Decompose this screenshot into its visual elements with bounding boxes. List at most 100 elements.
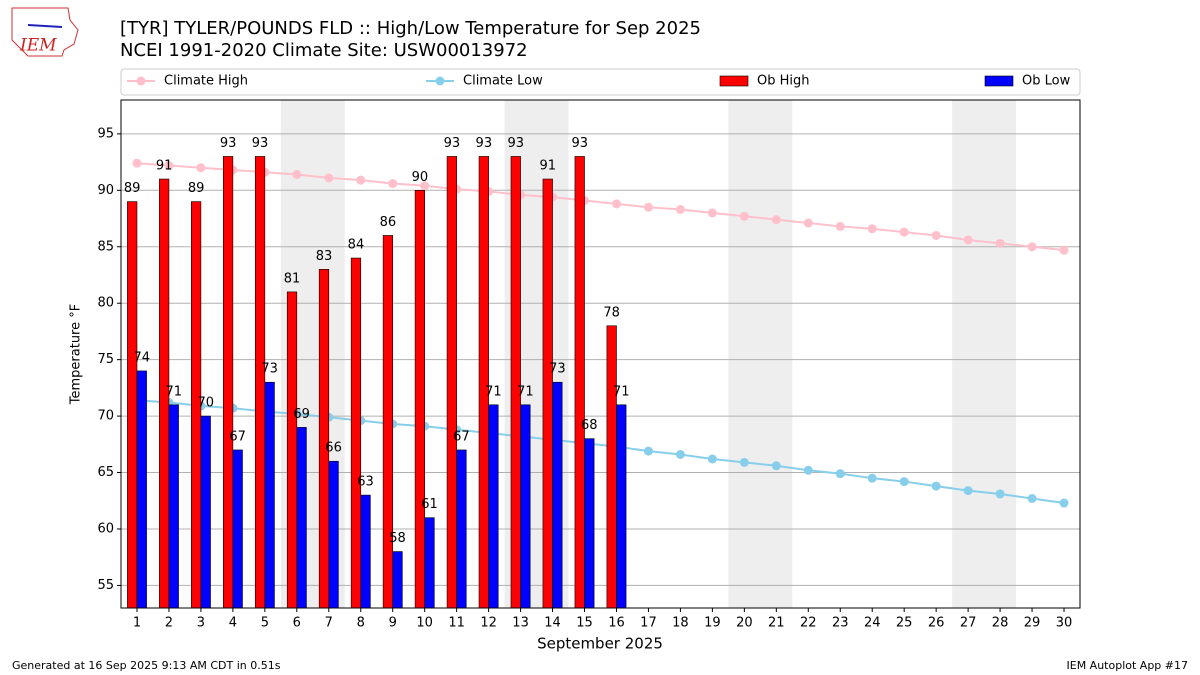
x-tick-label: 20 bbox=[736, 616, 753, 631]
data-label: 91 bbox=[539, 159, 556, 174]
bar bbox=[510, 156, 521, 609]
line bbox=[136, 162, 1065, 252]
bar bbox=[264, 381, 275, 609]
legend-marker bbox=[136, 76, 146, 86]
y-axis-label: Temperature °F bbox=[69, 304, 84, 405]
bar bbox=[127, 201, 138, 609]
point bbox=[963, 486, 973, 496]
data-label: 67 bbox=[453, 429, 470, 444]
data-label: 90 bbox=[412, 170, 429, 185]
point bbox=[420, 181, 430, 191]
x-tick-label: 17 bbox=[640, 616, 657, 631]
bar bbox=[488, 404, 499, 609]
bar bbox=[296, 427, 307, 609]
bar bbox=[616, 404, 627, 609]
point bbox=[739, 457, 749, 467]
bar bbox=[424, 517, 435, 609]
x-tick-label: 19 bbox=[704, 616, 721, 631]
bar bbox=[446, 156, 457, 609]
data-label: 70 bbox=[197, 396, 214, 411]
bar bbox=[168, 404, 179, 609]
bar bbox=[542, 178, 553, 609]
point bbox=[835, 469, 845, 479]
data-label: 93 bbox=[252, 136, 269, 151]
y-tick-label: 90 bbox=[97, 183, 114, 198]
point bbox=[675, 205, 685, 215]
point bbox=[1027, 242, 1037, 252]
bar bbox=[520, 404, 531, 609]
point bbox=[931, 481, 941, 491]
legend-label: Climate Low bbox=[463, 74, 543, 89]
point bbox=[963, 235, 973, 245]
data-label: 73 bbox=[549, 362, 566, 377]
x-tick-label: 30 bbox=[1056, 616, 1073, 631]
point bbox=[643, 202, 653, 212]
legend-label: Ob Low bbox=[1022, 74, 1071, 89]
footer-left: Generated at 16 Sep 2025 9:13 AM CDT in … bbox=[12, 659, 281, 672]
legend-label: Ob High bbox=[757, 74, 810, 89]
point bbox=[707, 454, 717, 464]
point bbox=[931, 230, 941, 240]
x-tick-label: 13 bbox=[512, 616, 529, 631]
x-tick-label: 21 bbox=[768, 616, 785, 631]
data-label: 86 bbox=[380, 215, 397, 230]
x-tick-label: 22 bbox=[800, 616, 817, 631]
point bbox=[707, 208, 717, 218]
point bbox=[132, 158, 142, 168]
point bbox=[835, 221, 845, 231]
point bbox=[771, 215, 781, 225]
data-label: 61 bbox=[421, 497, 438, 512]
point bbox=[803, 465, 813, 475]
bar bbox=[478, 156, 489, 609]
chart-subtitle: NCEI 1991-2020 Climate Site: USW00013972 bbox=[120, 40, 528, 61]
x-tick-label: 9 bbox=[389, 616, 397, 631]
data-label: 71 bbox=[485, 384, 502, 399]
data-label: 58 bbox=[389, 531, 406, 546]
x-tick-label: 16 bbox=[608, 616, 625, 631]
x-tick-label: 14 bbox=[544, 616, 561, 631]
point bbox=[1059, 245, 1069, 255]
bar bbox=[606, 325, 617, 609]
x-tick-label: 27 bbox=[960, 616, 977, 631]
x-tick-label: 15 bbox=[576, 616, 593, 631]
bar bbox=[200, 415, 211, 609]
data-label: 93 bbox=[508, 136, 525, 151]
point bbox=[899, 227, 909, 237]
x-tick-label: 24 bbox=[864, 616, 881, 631]
x-tick-label: 29 bbox=[1024, 616, 1041, 631]
data-label: 93 bbox=[476, 136, 493, 151]
logo-line bbox=[27, 24, 63, 28]
bar bbox=[552, 381, 563, 609]
data-label: 66 bbox=[325, 441, 342, 456]
data-label: 81 bbox=[284, 271, 301, 286]
x-tick-label: 12 bbox=[480, 616, 497, 631]
x-tick-label: 11 bbox=[448, 616, 465, 631]
x-tick-label: 5 bbox=[261, 616, 269, 631]
point bbox=[611, 199, 621, 209]
x-tick-label: 6 bbox=[293, 616, 301, 631]
legend-frame bbox=[120, 68, 1081, 96]
point bbox=[164, 160, 174, 170]
point bbox=[643, 446, 653, 456]
legend-swatch bbox=[719, 75, 749, 87]
x-tick-label: 2 bbox=[165, 616, 173, 631]
point bbox=[771, 461, 781, 471]
point bbox=[388, 179, 398, 189]
point bbox=[1027, 493, 1037, 503]
logo-outline bbox=[11, 7, 79, 57]
bar bbox=[382, 235, 394, 609]
point bbox=[292, 170, 302, 180]
x-axis-label: September 2025 bbox=[537, 635, 663, 653]
bar bbox=[254, 156, 266, 609]
x-tick-label: 3 bbox=[197, 616, 205, 631]
data-label: 93 bbox=[444, 136, 461, 151]
legend-label: Climate High bbox=[164, 74, 248, 89]
y-tick-label: 75 bbox=[97, 352, 114, 367]
data-label: 68 bbox=[581, 418, 598, 433]
bar bbox=[318, 269, 330, 609]
bar bbox=[328, 460, 339, 609]
bar bbox=[286, 291, 298, 609]
logo: IEM bbox=[11, 7, 79, 57]
point bbox=[356, 175, 366, 185]
legend-swatch bbox=[984, 75, 1014, 87]
